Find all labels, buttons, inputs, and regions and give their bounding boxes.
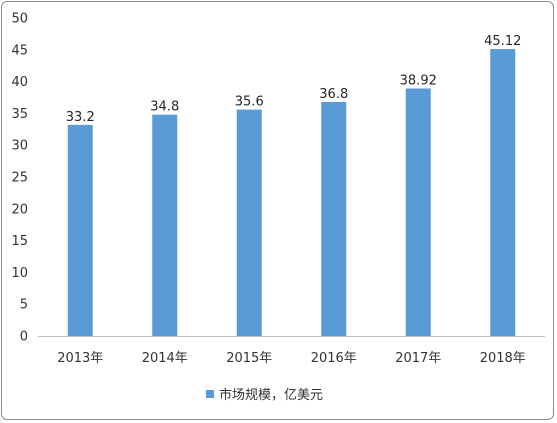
bar [490,49,516,336]
legend-label: 市场规模，亿美元 [219,387,323,403]
data-label: 34.8 [150,100,179,115]
y-tick-label: 45 [11,43,28,58]
y-tick-label: 50 [11,12,28,27]
x-tick-label: 2015年 [226,351,272,366]
y-tick-label: 20 [11,202,28,217]
x-tick-label: 2016年 [311,351,357,366]
bar [152,114,178,336]
x-axis-ticks: 2013年 2014年 2015年 2016年 2017年 2018年 [57,351,526,366]
y-axis-ticks: 0 5 10 15 20 25 30 35 40 45 50 [11,12,28,345]
x-tick-label: 2018年 [480,351,526,366]
x-tick-label: 2017年 [395,351,441,366]
x-tick-label: 2013年 [57,351,103,366]
legend-swatch [206,390,214,398]
data-label: 38.92 [400,73,437,88]
data-label: 36.8 [319,87,348,102]
data-label: 35.6 [235,95,264,110]
y-tick-label: 30 [11,139,28,154]
bar [405,88,431,336]
legend: 市场规模，亿美元 [206,387,323,403]
y-tick-label: 25 [11,171,28,186]
bar [67,124,93,337]
y-tick-label: 15 [11,234,28,249]
y-tick-label: 35 [11,107,28,122]
y-tick-label: 0 [20,330,28,345]
bars [67,49,516,337]
data-label: 33.2 [66,110,95,125]
y-tick-label: 40 [11,75,28,90]
bar [321,101,347,337]
y-tick-label: 10 [11,266,28,281]
y-tick-label: 5 [20,298,28,313]
data-labels: 33.2 34.8 35.6 36.8 38.92 45.12 [66,34,522,125]
x-tick-label: 2014年 [142,351,188,366]
data-label: 45.12 [484,34,521,49]
bar [236,109,262,336]
